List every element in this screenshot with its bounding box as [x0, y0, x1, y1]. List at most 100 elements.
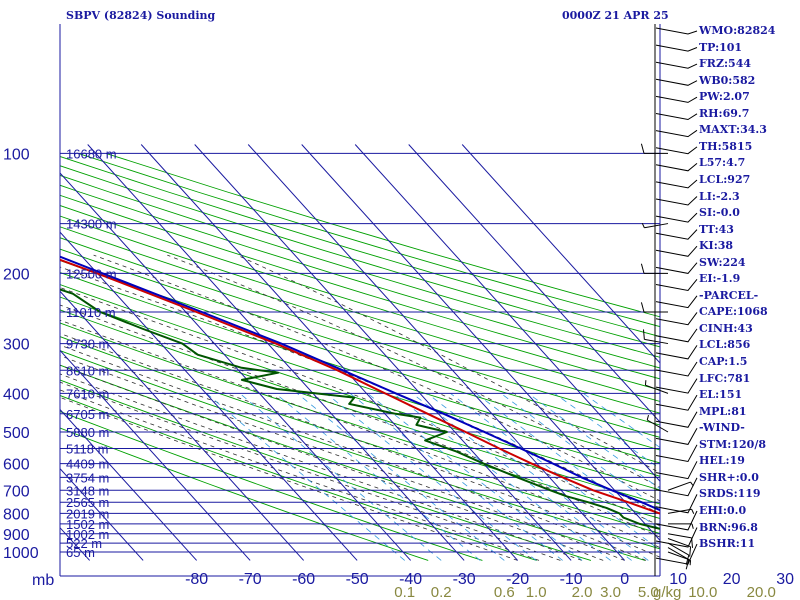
- wind-barb-group: [640, 24, 695, 576]
- index-leader-line: [655, 494, 698, 514]
- mixing-ratio-label: 2.0: [572, 584, 593, 600]
- mixing-ratio-line: [475, 393, 660, 530]
- stability-index-item: EL:151: [699, 388, 743, 402]
- dry-adiabat-line: [60, 336, 660, 534]
- pressure-tick-label: 100: [3, 146, 30, 163]
- stability-index-item: KI:38: [699, 239, 734, 253]
- stability-index-item: SRDS:119: [699, 487, 761, 501]
- isotherm-line: [301, 144, 660, 542]
- index-leader-line: [655, 543, 698, 565]
- index-leader-line: [655, 444, 698, 463]
- index-leader-line: [655, 44, 698, 52]
- dry-adiabat-line: [60, 427, 429, 561]
- stability-index-item: EHI:0.0: [699, 503, 747, 517]
- moist-adiabat-line: [60, 332, 660, 558]
- moist-adiabat-line: [167, 254, 660, 488]
- height-label: 6705 m: [66, 407, 109, 422]
- isotherm-line: [461, 144, 660, 364]
- mixing-ratio-group: [206, 393, 660, 561]
- isotherm-line: [60, 408, 198, 561]
- wind-barb-flag: [691, 523, 694, 529]
- mixing-ratio-label: 1.0: [526, 584, 547, 600]
- height-label: 12500 m: [66, 266, 117, 281]
- index-leader-line: [655, 27, 698, 35]
- temperature-tick-label: 30: [776, 571, 794, 588]
- mixing-ratio-line: [349, 393, 563, 561]
- index-leader-line: [655, 312, 698, 326]
- moist-adiabat-line: [60, 319, 660, 548]
- isotherm-group: [60, 144, 660, 561]
- moist-adiabat-line: [60, 364, 604, 561]
- temperature-tick-label: 10: [669, 571, 687, 588]
- pressure-tick-label: 700: [3, 483, 30, 500]
- stability-index-item: -PARCEL-: [699, 288, 759, 302]
- mixing-ratio-line: [297, 393, 505, 561]
- wind-barb-flag: [685, 554, 690, 565]
- temperature-tick-label: -30: [453, 571, 476, 588]
- pressure-tick-label: 1000: [3, 545, 39, 562]
- stability-index-item: SW:224: [699, 255, 746, 269]
- height-label: 4409 m: [66, 457, 109, 472]
- stability-index-item: CINH:43: [699, 321, 753, 335]
- dry-adiabat-line: [60, 215, 660, 402]
- index-leader-line: [655, 262, 698, 274]
- dry-adiabat-line: [60, 156, 660, 338]
- dry-adiabat-line: [60, 174, 660, 358]
- temperature-tick-label: -50: [346, 571, 369, 588]
- isotherm-line: [60, 290, 305, 561]
- mixing-ratio-line: [500, 393, 660, 511]
- wind-barb-staff: [644, 223, 669, 229]
- isotherm-line: [60, 467, 144, 561]
- stability-index-item: TP:101: [699, 40, 743, 54]
- index-leader-line: [655, 527, 698, 548]
- height-label: 16680 m: [66, 146, 117, 161]
- height-label: 8610 m: [66, 363, 109, 378]
- pressure-tick-label: 300: [3, 337, 30, 354]
- mixing-ratio-line: [275, 393, 481, 561]
- index-leader-line: [655, 477, 698, 497]
- wind-barb-flag: [640, 263, 645, 274]
- isotherm-line: [60, 231, 358, 561]
- height-label: 11010 m: [66, 305, 116, 320]
- isotherm-line: [60, 172, 412, 561]
- wind-barb-staff: [667, 547, 690, 561]
- index-leader-line: [655, 61, 698, 69]
- dry-adiabat-line: [60, 184, 660, 369]
- valid-time: 0000Z 21 APR 25: [562, 9, 669, 22]
- wind-barb-staff: [667, 533, 692, 539]
- wind-barb-staff: [667, 538, 691, 548]
- height-label: 2565 m: [66, 495, 109, 510]
- index-leader-line: [655, 295, 698, 309]
- pressure-tick-label: 600: [3, 457, 30, 474]
- dry-adiabat-line: [60, 322, 660, 519]
- stability-index-item: LCL:927: [699, 172, 751, 186]
- stability-index-item: LCL:856: [699, 338, 751, 352]
- mixing-ratio-label: 0.2: [431, 584, 452, 600]
- mixing-ratio-line: [239, 393, 442, 561]
- stability-index-item: PW:2.07: [699, 90, 750, 104]
- pressure-tick-label: 200: [3, 266, 30, 283]
- pressure-tick-label: 800: [3, 506, 30, 523]
- stability-index-item: FRZ:544: [699, 57, 752, 71]
- pressure-tick-label: 500: [3, 425, 30, 442]
- moist-adiabat-group: [60, 254, 660, 561]
- stability-index-item: MAXT:34.3: [699, 123, 767, 137]
- stability-index-item: RH:69.7: [699, 106, 750, 120]
- mixing-ratio-label: 0.6: [494, 584, 515, 600]
- isotherm-line: [194, 144, 572, 561]
- mixing-ratio-label: 10.0: [688, 584, 717, 600]
- height-label: 5118 m: [66, 442, 108, 457]
- index-leader-line: [655, 129, 698, 138]
- moist-adiabat-line: [60, 396, 518, 561]
- mixing-ratio-line: [450, 393, 660, 551]
- dry-adiabat-line: [78, 152, 660, 328]
- height-label: 3754 m: [66, 470, 109, 485]
- wind-barb-staff: [667, 542, 690, 556]
- wind-barb-flag: [646, 415, 649, 421]
- dewpoint-profile: [60, 288, 660, 530]
- index-leader-line: [655, 229, 698, 240]
- height-label: 522 m: [66, 536, 102, 551]
- temperature-tick-label: -70: [239, 571, 262, 588]
- isotherm-line: [408, 144, 660, 423]
- dry-adiabat-line: [60, 165, 660, 348]
